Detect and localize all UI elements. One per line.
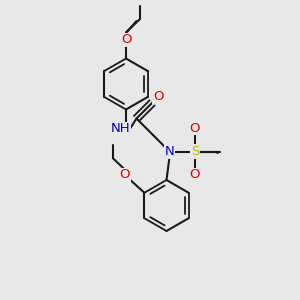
Text: O: O [190, 122, 200, 135]
Text: O: O [121, 33, 131, 46]
Text: O: O [190, 168, 200, 182]
Text: O: O [153, 90, 163, 104]
Text: O: O [120, 168, 130, 181]
Text: NH: NH [111, 122, 130, 136]
Text: S: S [191, 145, 199, 158]
Text: N: N [165, 145, 174, 158]
